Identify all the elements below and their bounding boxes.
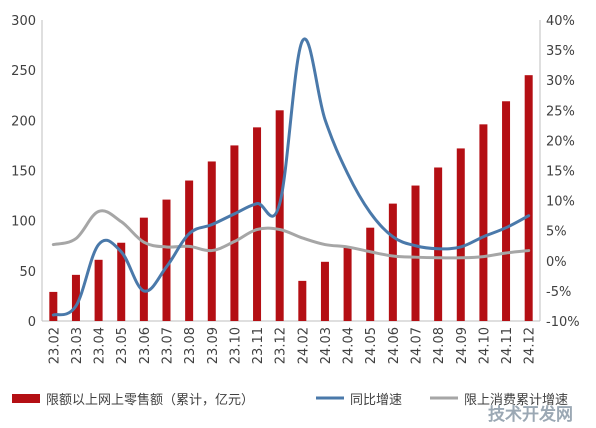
x-tick-label: 23.11	[251, 327, 266, 364]
axes	[41, 20, 541, 322]
bar	[411, 185, 420, 321]
left-tick-label: 0	[28, 315, 36, 330]
bar-series	[49, 75, 533, 322]
bar	[139, 217, 148, 321]
bar	[185, 180, 194, 321]
bar	[49, 291, 58, 321]
bar	[230, 145, 239, 321]
line-series	[51, 37, 531, 317]
bar	[524, 75, 533, 321]
bar	[388, 203, 397, 321]
x-tick-label: 23.03	[70, 327, 85, 364]
x-tick-label: 24.07	[410, 327, 425, 364]
right-tick-label: 0%	[546, 255, 567, 270]
legend-swatch-bar	[12, 394, 40, 403]
x-tick-label: 24.10	[477, 327, 492, 364]
x-tick-label: 23.12	[274, 327, 289, 364]
x-tick-label: 23.05	[115, 327, 130, 364]
consumption-growth-line	[51, 209, 531, 260]
right-tick-label: 10%	[546, 195, 575, 210]
bar	[71, 274, 80, 321]
x-tick-label: 24.05	[364, 327, 379, 364]
growth-rate-line	[51, 37, 531, 317]
x-tick-label: 24.11	[500, 327, 515, 364]
left-tick-label: 50	[19, 265, 36, 280]
bar	[253, 127, 262, 322]
left-tick-label: 150	[11, 165, 36, 180]
tick-labels: 0 50 100 150 200 250 300 -10% -5% 0% 5% 10% 15% 20% 25…	[11, 14, 579, 364]
left-tick-label: 300	[11, 14, 36, 29]
x-tick-label: 24.09	[455, 327, 470, 364]
right-tick-label: -5%	[546, 285, 571, 300]
x-tick-label: 23.06	[138, 327, 153, 364]
x-tick-label: 24.02	[296, 327, 311, 364]
bar	[207, 161, 216, 321]
legend-label-line-consumption: 限上消费累计增速	[464, 393, 568, 408]
right-tick-label: 25%	[546, 104, 575, 119]
x-tick-label: 23.07	[161, 327, 176, 364]
left-tick-label: 250	[11, 64, 36, 79]
left-tick-label: 200	[11, 114, 36, 129]
x-tick-label: 24.08	[432, 327, 447, 364]
x-tick-label: 23.09	[206, 327, 221, 364]
x-tick-label: 23.02	[47, 327, 62, 364]
x-tick-label: 24.12	[523, 327, 538, 364]
bar	[502, 101, 511, 322]
bar	[434, 167, 443, 321]
bar	[117, 242, 126, 321]
bar	[298, 280, 307, 321]
x-tick-label: 24.06	[387, 327, 402, 364]
right-tick-label: 40%	[546, 14, 575, 29]
bar	[162, 199, 171, 321]
right-tick-label: -10%	[546, 315, 580, 330]
right-tick-label: 35%	[546, 44, 575, 59]
x-tick-label: 23.08	[183, 327, 198, 364]
bar	[479, 124, 488, 321]
legend-label-bar: 限额以上网上零售额（累计，亿元）	[46, 392, 254, 408]
x-tick-label: 24.04	[342, 327, 357, 364]
watermark-text: 技术开发网	[488, 404, 573, 425]
bar	[275, 110, 284, 321]
bar	[343, 246, 352, 321]
x-tick-label: 23.04	[93, 327, 108, 364]
left-tick-label: 100	[11, 215, 36, 230]
legend: 限额以上网上零售额（累计，亿元） 同比增速 限上消费累计增速	[12, 392, 568, 408]
right-tick-label: 5%	[546, 225, 567, 240]
right-tick-label: 20%	[546, 134, 575, 149]
legend-label-line-growth: 同比增速	[350, 393, 402, 408]
bar	[366, 227, 375, 321]
right-tick-label: 30%	[546, 74, 575, 89]
bar	[320, 261, 329, 321]
bar	[94, 259, 103, 321]
x-tick-label: 23.10	[228, 327, 243, 364]
bar	[456, 148, 465, 321]
x-tick-label: 24.03	[319, 327, 334, 364]
right-tick-label: 15%	[546, 165, 575, 180]
